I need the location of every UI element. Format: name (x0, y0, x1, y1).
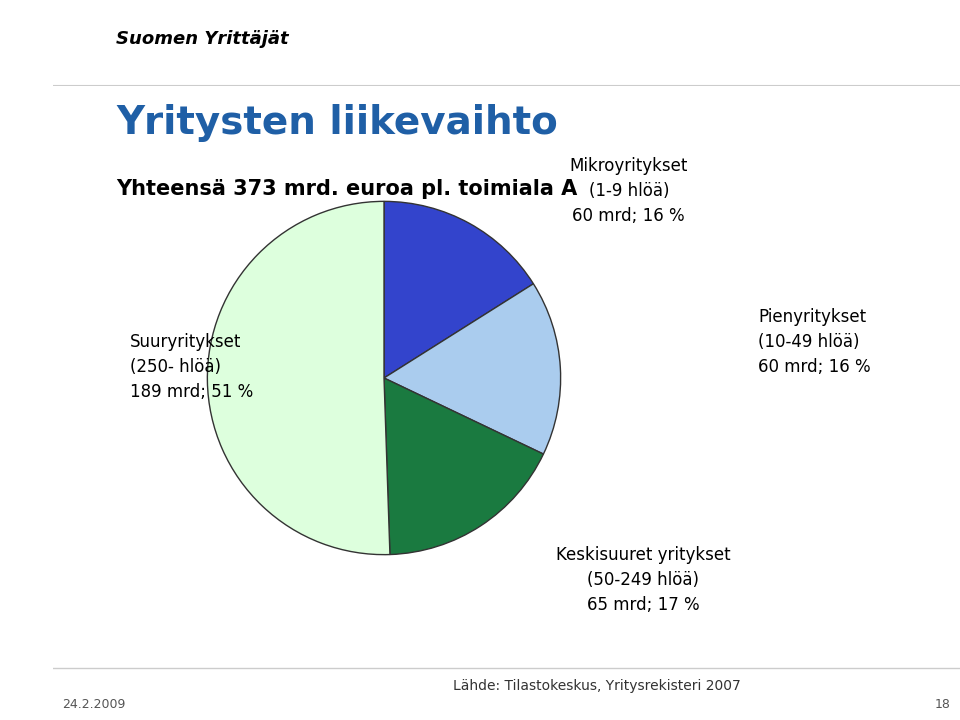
Text: Suuryritykset
(250- hlöä)
189 mrd; 51 %: Suuryritykset (250- hlöä) 189 mrd; 51 % (130, 333, 252, 401)
Wedge shape (207, 202, 390, 554)
Text: 18: 18 (935, 698, 951, 711)
Text: Keskisuuret yritykset
(50-249 hlöä)
65 mrd; 17 %: Keskisuuret yritykset (50-249 hlöä) 65 m… (556, 546, 731, 613)
Wedge shape (384, 378, 543, 554)
Text: Yhteensä 373 mrd. euroa pl. toimiala A: Yhteensä 373 mrd. euroa pl. toimiala A (116, 179, 578, 199)
Text: Pienyritykset
(10-49 hlöä)
60 mrd; 16 %: Pienyritykset (10-49 hlöä) 60 mrd; 16 % (758, 308, 871, 376)
Text: Lähde: Tilastokeskus, Yritysrekisteri 2007: Lähde: Tilastokeskus, Yritysrekisteri 20… (453, 680, 741, 693)
Text: yrittajat.fi: yrittajat.fi (828, 38, 909, 52)
Wedge shape (384, 202, 534, 378)
Wedge shape (384, 284, 561, 454)
Text: Suomen Yrittäjät: Suomen Yrittäjät (116, 30, 289, 48)
Text: 24.2.2009: 24.2.2009 (61, 698, 125, 711)
Text: Mikroyritykset
(1-9 hlöä)
60 mrd; 16 %: Mikroyritykset (1-9 hlöä) 60 mrd; 16 % (569, 157, 688, 225)
Text: Yritysten liikevaihto: Yritysten liikevaihto (116, 104, 558, 142)
